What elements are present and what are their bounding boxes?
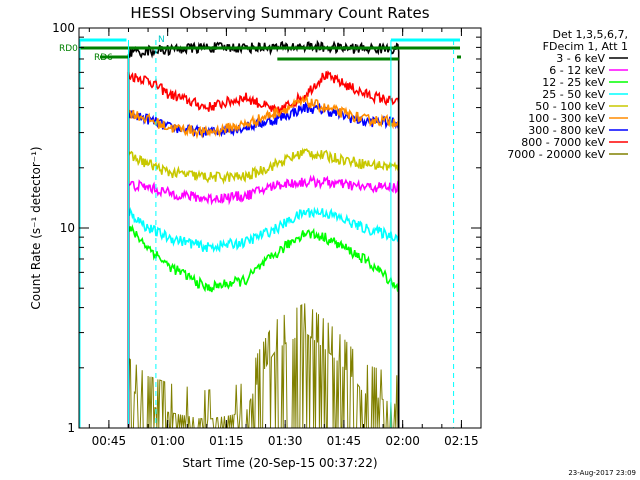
legend-header: FDecim 1, Att 1	[543, 40, 628, 53]
legend-entry-label: 3 - 6 keV	[556, 52, 605, 65]
series-800-7000-kev	[127, 70, 400, 428]
legend-entry-label: 7000 - 20000 keV	[507, 148, 605, 161]
annotation-label: RD6	[94, 53, 113, 63]
series-7000-20000-kev	[128, 303, 399, 429]
series-line	[127, 224, 400, 428]
series-line	[127, 174, 400, 428]
legend-entry-label: 100 - 300 keV	[528, 112, 605, 125]
x-tick-label: 01:45	[327, 434, 362, 448]
legend-entry-label: 50 - 100 keV	[535, 100, 605, 113]
x-tick-label: 02:15	[444, 434, 479, 448]
x-tick-label: 00:45	[92, 434, 127, 448]
x-tick-label: 01:00	[150, 434, 185, 448]
legend: Det 1,3,5,6,7,FDecim 1, Att 13 - 6 keV6 …	[507, 28, 628, 161]
y-tick-label: 100	[52, 21, 75, 35]
plot-marks	[79, 38, 461, 429]
legend-header: Det 1,3,5,6,7,	[552, 28, 628, 41]
legend-entry-label: 800 - 7000 keV	[521, 136, 605, 149]
chart-title: HESSI Observing Summary Count Rates	[130, 4, 429, 22]
series-line	[127, 94, 400, 428]
plot-frame	[78, 27, 482, 429]
series-25-50-kev	[127, 206, 400, 428]
legend-entry-label: 300 - 800 keV	[528, 124, 605, 137]
series-line	[128, 303, 399, 429]
x-axis-label: Start Time (20-Sep-15 00:37:22)	[182, 456, 377, 470]
legend-entry-label: 25 - 50 keV	[542, 88, 605, 101]
series-50-100-kev	[127, 147, 400, 428]
series-line	[127, 206, 400, 428]
legend-entry-label: 6 - 12 keV	[549, 64, 605, 77]
annotation-label: N	[158, 35, 165, 45]
legend-entry-label: 12 - 25 keV	[542, 76, 605, 89]
timestamp: 23-Aug-2017 23:09	[568, 469, 636, 477]
series-12-25-kev	[127, 224, 400, 428]
series-6-12-kev	[127, 174, 400, 428]
series-100-300-kev	[127, 94, 400, 428]
y-axis: 1 10 100	[52, 21, 481, 435]
x-tick-label: 02:00	[385, 434, 420, 448]
y-tick-label: 1	[67, 421, 75, 435]
annotations: RD0 RD6 N	[59, 35, 165, 63]
series-line	[127, 147, 400, 428]
annotation-label: RD0	[59, 44, 78, 54]
series-line	[127, 70, 400, 428]
x-axis: 00:45 01:00 01:15 01:30 01:45 02:00 02:15	[88, 28, 482, 448]
x-tick-label: 01:30	[268, 434, 303, 448]
y-axis-label: Count Rate (s⁻¹ detector⁻¹)	[29, 146, 43, 309]
x-tick-label: 01:15	[209, 434, 244, 448]
y-tick-label: 10	[60, 221, 75, 235]
